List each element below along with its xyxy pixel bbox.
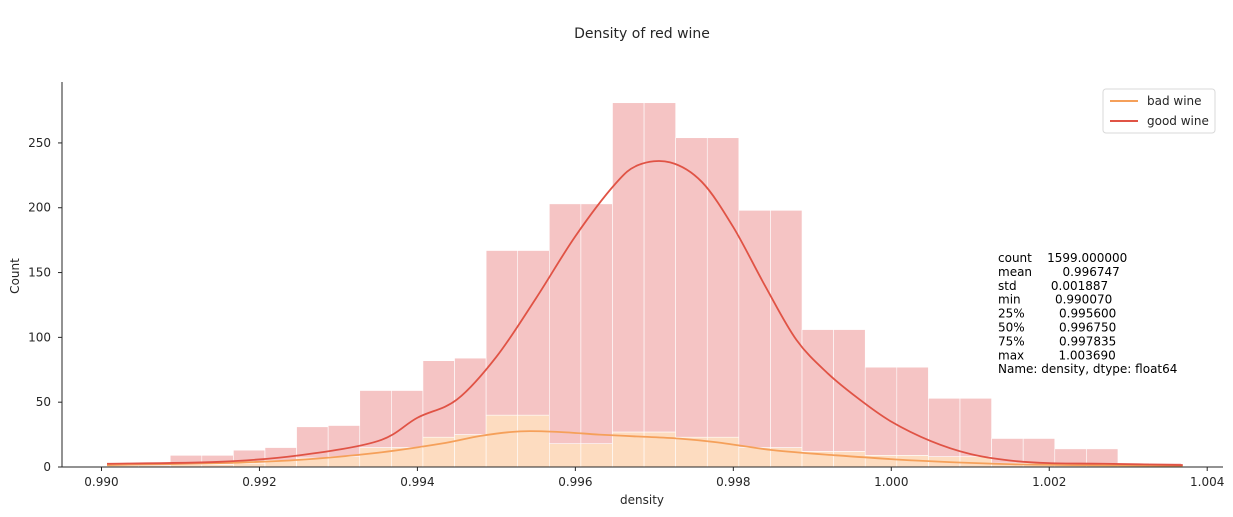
bar-good-wine xyxy=(327,425,361,457)
y-tick-label: 100 xyxy=(28,330,51,344)
bar-good-wine xyxy=(1022,438,1056,464)
y-tick-label: 200 xyxy=(28,201,51,215)
x-tick-label: 0.990 xyxy=(84,475,118,489)
bar-good-wine xyxy=(959,397,992,457)
bar-good-wine xyxy=(643,102,676,433)
bar-bad-wine xyxy=(485,414,519,468)
x-tick-label: 0.992 xyxy=(242,475,276,489)
bar-good-wine xyxy=(549,203,582,444)
x-axis-label: density xyxy=(620,493,664,507)
bar-good-wine xyxy=(801,329,834,452)
x-tick-label: 1.000 xyxy=(874,475,908,489)
x-tick-label: 0.994 xyxy=(400,475,434,489)
bar-good-wine xyxy=(833,329,866,452)
bar-bad-wine xyxy=(359,447,392,468)
bar-bad-wine xyxy=(549,443,582,468)
bar-good-wine xyxy=(391,390,424,448)
chart-title: Density of red wine xyxy=(574,26,710,42)
x-ticks: 0.990 0.992 0.994 0.996 0.998 1.000 1.002 1.004 xyxy=(84,467,1224,489)
y-tick-label: 150 xyxy=(28,266,51,280)
y-tick-label: 50 xyxy=(36,395,51,409)
bar-good-wine xyxy=(422,360,455,438)
bar-good-wine xyxy=(706,137,740,438)
stats-line: std 0.001887 xyxy=(998,279,1108,293)
bar-good-wine xyxy=(770,210,803,448)
bar-good-wine xyxy=(896,366,929,456)
stats-line: 50% 0.996750 xyxy=(998,321,1116,335)
bar-good-wine xyxy=(928,397,961,457)
bars-layer xyxy=(106,102,1182,468)
bar-bad-wine xyxy=(580,443,613,468)
bar-good-wine xyxy=(675,137,708,438)
y-ticks: 0 50 100 150 200 250 xyxy=(28,136,62,474)
bar-bad-wine xyxy=(327,456,361,468)
stats-line: 75% 0.997835 xyxy=(998,334,1116,348)
stats-line: Name: density, dtype: float64 xyxy=(998,362,1177,376)
stats-line: max 1.003690 xyxy=(998,348,1116,362)
bar-good-wine xyxy=(580,203,613,444)
bar-bad-wine xyxy=(675,436,708,468)
bar-good-wine xyxy=(1086,448,1119,465)
bar-bad-wine xyxy=(233,462,266,468)
bar-good-wine xyxy=(612,102,645,433)
bar-good-wine xyxy=(454,357,487,435)
x-tick-label: 0.998 xyxy=(716,475,750,489)
stats-line: count 1599.000000 xyxy=(998,251,1127,265)
bar-bad-wine xyxy=(833,451,866,468)
bar-good-wine xyxy=(1054,448,1087,465)
legend: bad wine good wine xyxy=(1102,88,1216,134)
kde-line-bad-wine xyxy=(107,430,1183,467)
bar-good-wine xyxy=(359,390,392,448)
y-tick-label: 0 xyxy=(43,460,51,474)
stats-line: 25% 0.995600 xyxy=(998,307,1116,321)
y-axis-label: Count xyxy=(8,258,22,294)
stats-line: mean 0.996747 xyxy=(998,265,1120,279)
legend-label-bad-wine: bad wine xyxy=(1147,94,1202,108)
legend-label-good-wine: good wine xyxy=(1147,114,1209,128)
x-tick-label: 0.996 xyxy=(558,475,592,489)
bar-good-wine xyxy=(517,250,550,416)
kde-line-good-wine xyxy=(107,160,1183,466)
stats-line: min 0.990070 xyxy=(998,293,1112,307)
kde-layer xyxy=(107,160,1183,467)
bar-good-wine xyxy=(864,366,898,456)
bar-bad-wine xyxy=(517,414,550,468)
y-tick-label: 250 xyxy=(28,136,51,150)
x-tick-label: 1.002 xyxy=(1032,475,1066,489)
x-tick-label: 1.004 xyxy=(1190,475,1224,489)
bar-bad-wine xyxy=(738,447,771,468)
